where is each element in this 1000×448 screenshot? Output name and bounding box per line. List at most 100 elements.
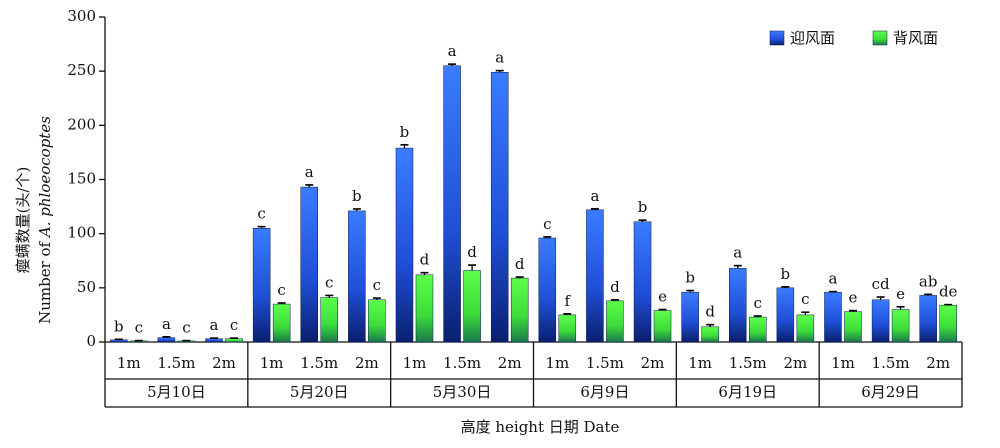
x-tick-label: 1.5m [300,354,338,372]
significance-letter: c [277,281,285,299]
significance-letter: ab [919,272,938,290]
significance-letter: a [590,187,599,205]
significance-letter: e [658,288,667,306]
significance-letter: b [352,187,362,205]
group-label: 6月9日 [580,383,629,401]
x-tick-label: 1m [260,354,284,372]
x-tick-label: 1.5m [872,354,910,372]
significance-letter: d [467,243,477,261]
y-label-species: A. phloeocoptes [36,116,54,239]
group-label: 5月30日 [433,383,492,401]
y-label-cn: 瘿螨数量(头/个) [14,167,32,274]
legend-swatch [769,30,785,46]
x-tick-label: 2m [498,354,522,372]
bar [510,277,529,343]
group-label: 5月20日 [290,383,349,401]
significance-letter: a [210,316,219,334]
significance-letter: c [543,215,551,233]
y-tick-label: 250 [67,61,96,79]
significance-letter: b [638,198,648,216]
bar [252,228,271,343]
bar [919,295,937,343]
bar [633,221,652,343]
x-tick-label: 2m [926,354,950,372]
legend-label: 背风面 [893,29,938,47]
bar [395,147,414,343]
bar [490,72,509,343]
bar [749,316,767,343]
x-tick-label: 1.5m [729,354,767,372]
y-tick-label: 100 [67,224,96,242]
significance-letter: b [400,123,410,141]
significance-letter: a [733,244,742,262]
significance-letter: c [325,273,333,291]
bar [348,210,366,343]
significance-letter: c [230,316,238,334]
bar [225,338,243,343]
significance-letter: b [685,269,695,287]
y-tick-label: 50 [77,278,96,296]
significance-letter: de [939,283,958,301]
bar [871,299,890,343]
bar [844,311,862,343]
significance-letter: e [896,285,905,303]
significance-letter: c [754,294,762,312]
bar [891,309,910,343]
significance-letter: f [565,292,572,310]
bar [300,186,318,343]
bar [205,338,223,343]
x-tick-label: 1m [688,354,712,372]
bar [538,237,557,343]
bar [653,310,672,343]
bar [776,287,795,343]
bar [157,337,176,343]
significance-letter: c [182,319,190,337]
x-tick-label: 1.5m [157,354,195,372]
bar [320,297,338,343]
significance-letter: c [801,290,809,308]
significance-letter: d [705,303,715,321]
y-tick-label: 0 [86,332,96,350]
significance-letter: a [448,42,457,60]
significance-letter: cd [872,275,890,293]
x-tick-label: 2m [783,354,807,372]
bar [681,291,699,343]
significance-letter: a [162,315,171,333]
x-tick-label: 1m [403,354,427,372]
significance-letter: b [781,265,791,283]
x-tick-label: 1m [831,354,855,372]
x-tick-label: 2m [355,354,379,372]
significance-letter: a [495,49,504,67]
group-label: 5月10日 [147,383,206,401]
y-tick-label: 150 [67,170,96,188]
bar [701,326,719,343]
significance-letter: d [515,255,525,273]
bar [824,291,842,343]
x-tick-label: 2m [212,354,236,372]
bar [110,339,128,343]
legend-label: 迎风面 [790,29,835,47]
significance-letter: e [849,289,858,307]
x-label: 高度 height 日期 Date [461,418,620,436]
significance-letter: c [135,319,143,337]
y-label-en: Number of A. phloeocoptes [36,116,54,324]
x-tick-label: 1m [545,354,569,372]
group-label: 6月29日 [861,383,920,401]
significance-letter: a [828,270,837,288]
bar [939,304,957,343]
bar [796,314,815,343]
x-tick-label: 1.5m [443,354,481,372]
x-tick-label: 2m [641,354,665,372]
x-tick-label: 1.5m [586,354,624,372]
significance-letter: b [114,317,124,335]
x-tick-label: 1m [117,354,141,372]
bar [606,300,624,343]
significance-letter: c [257,205,265,223]
bar [729,268,747,343]
bar [272,303,291,343]
y-tick-label: 200 [67,115,96,133]
bar [558,314,577,343]
y-label-en-text: Number of [36,240,54,323]
significance-letter: c [373,276,381,294]
